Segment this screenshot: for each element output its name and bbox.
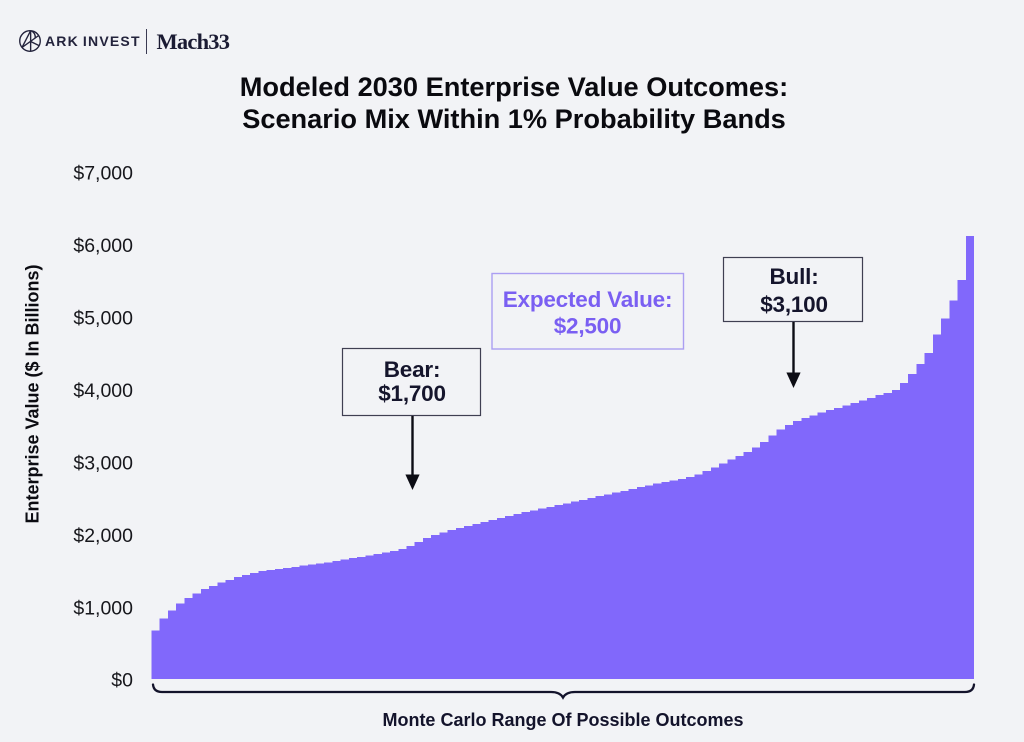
svg-text:Bull:: Bull:: [770, 264, 819, 289]
svg-text:$0: $0: [111, 670, 133, 692]
svg-text:$6,000: $6,000: [73, 235, 133, 257]
svg-text:$2,000: $2,000: [73, 525, 133, 547]
svg-text:$1,000: $1,000: [73, 598, 133, 620]
svg-text:Enterprise Value ($ In Billion: Enterprise Value ($ In Billions): [23, 264, 43, 523]
svg-text:$4,000: $4,000: [73, 380, 133, 402]
svg-text:$5,000: $5,000: [73, 308, 133, 330]
svg-text:Expected Value:: Expected Value:: [503, 287, 673, 312]
svg-text:Monte Carlo Range Of Possible: Monte Carlo Range Of Possible Outcomes: [382, 710, 743, 730]
svg-text:$3,000: $3,000: [73, 453, 133, 475]
svg-text:$3,100: $3,100: [760, 292, 828, 317]
svg-text:Bear:: Bear:: [384, 357, 441, 382]
svg-text:$1,700: $1,700: [378, 381, 446, 406]
svg-text:$2,500: $2,500: [554, 314, 622, 339]
svg-text:$7,000: $7,000: [73, 163, 133, 185]
